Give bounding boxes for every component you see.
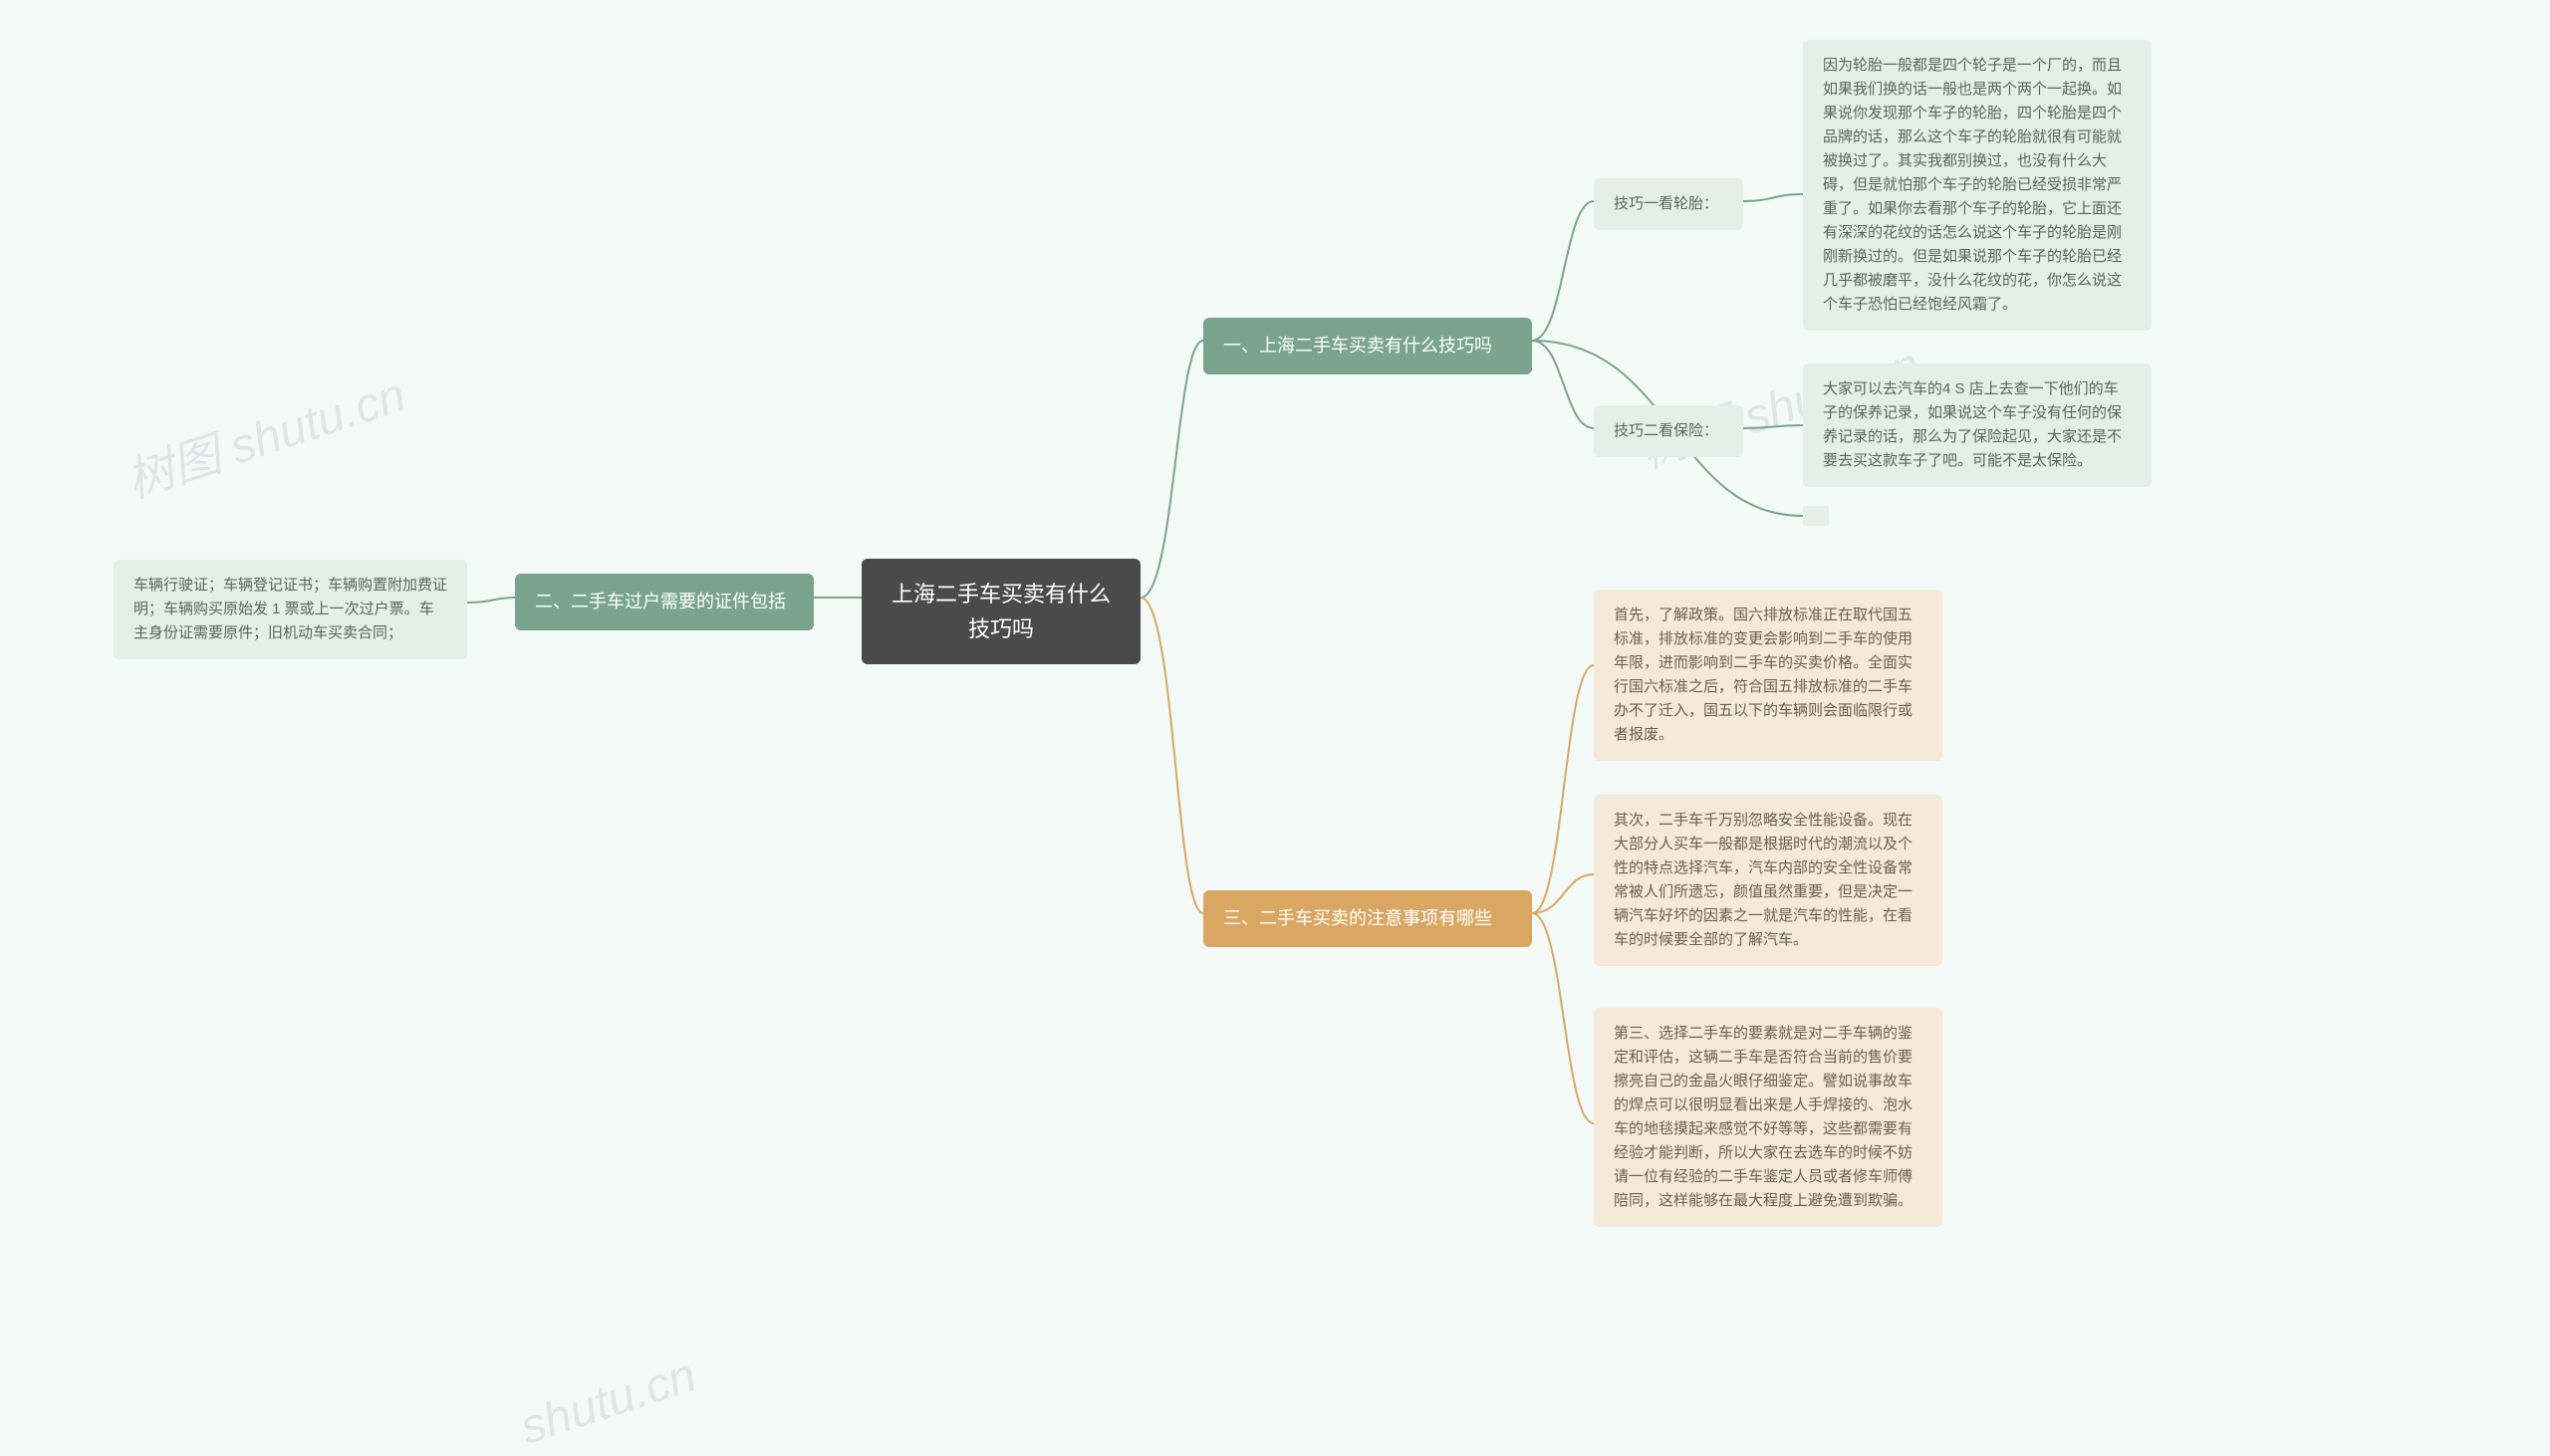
- note-1[interactable]: 首先，了解政策。国六排放标准正在取代国五标准，排放标准的变更会影响到二手车的使用…: [1594, 590, 1942, 761]
- section-1-node[interactable]: 一、上海二手车买卖有什么技巧吗: [1203, 318, 1532, 374]
- placeholder-node[interactable]: [1803, 506, 1829, 526]
- tip-2-label[interactable]: 技巧二看保险：: [1594, 405, 1743, 457]
- docs-detail[interactable]: 车辆行驶证；车辆登记证书；车辆购置附加费证明；车辆购买原始发 1 票或上一次过户…: [114, 560, 467, 659]
- tip-1-detail[interactable]: 因为轮胎一般都是四个轮子是一个厂的，而且如果我们换的话一般也是两个两个一起换。如…: [1803, 40, 2152, 331]
- section-2-node[interactable]: 二、二手车过户需要的证件包括: [515, 574, 814, 630]
- connector-lines: [0, 0, 2550, 1409]
- root-node[interactable]: 上海二手车买卖有什么技巧吗: [862, 559, 1141, 664]
- note-2[interactable]: 其次，二手车千万别忽略安全性能设备。现在大部分人买车一般都是根据时代的潮流以及个…: [1594, 795, 1942, 966]
- tip-1-label[interactable]: 技巧一看轮胎：: [1594, 178, 1743, 230]
- watermark: 树图 shutu.cn: [116, 356, 412, 511]
- watermark: shutu.cn: [514, 1347, 703, 1455]
- tip-2-detail[interactable]: 大家可以去汽车的4 S 店上去查一下他们的车子的保养记录，如果说这个车子没有任何…: [1803, 364, 2152, 487]
- note-3[interactable]: 第三、选择二手车的要素就是对二手车辆的鉴定和评估，这辆二手车是否符合当前的售价要…: [1594, 1008, 1942, 1227]
- section-3-node[interactable]: 三、二手车买卖的注意事项有哪些: [1203, 890, 1532, 947]
